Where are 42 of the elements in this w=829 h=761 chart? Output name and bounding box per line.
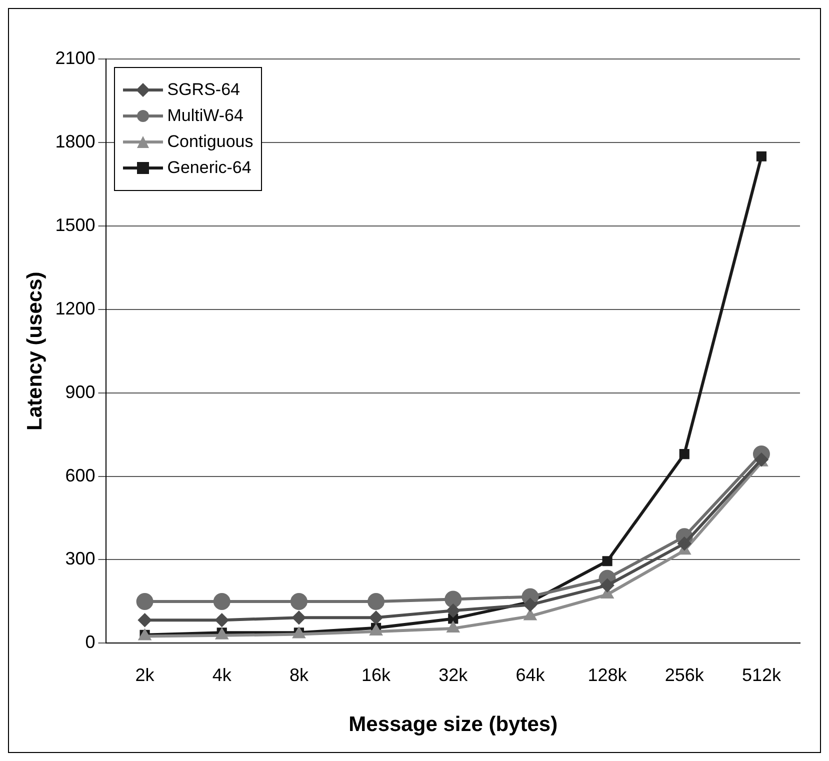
point — [290, 592, 308, 610]
x-tick-label: 256k — [664, 664, 705, 685]
point — [524, 598, 537, 612]
point — [447, 622, 459, 632]
x-tick-label: 512k — [742, 664, 782, 685]
y-tick-label: 900 — [65, 382, 96, 402]
legend-label: SGRS-64 — [167, 80, 240, 100]
x-tick-label: 64k — [516, 664, 546, 685]
x-tick-label: 8k — [289, 664, 310, 685]
legend-label: Generic-64 — [167, 158, 252, 178]
point — [756, 151, 766, 162]
point — [138, 614, 152, 627]
x-tick-label: 128k — [588, 664, 628, 685]
point — [368, 592, 385, 610]
x-tick-label: 32k — [438, 664, 469, 685]
legend-label: Contiguous — [167, 132, 254, 152]
point — [600, 578, 614, 592]
point — [678, 537, 691, 550]
point — [524, 610, 536, 620]
y-tick-label: 300 — [65, 548, 96, 569]
y-tick-label: 1500 — [55, 214, 96, 235]
y-tick-label: 2100 — [55, 48, 96, 68]
point — [292, 611, 306, 624]
point — [213, 592, 230, 610]
y-tick-label: 1200 — [55, 298, 96, 318]
y-tick-label: 0 — [85, 632, 96, 652]
point — [444, 590, 462, 608]
point — [370, 611, 383, 624]
point — [602, 556, 612, 566]
y-tick-label: 1800 — [55, 131, 96, 152]
y-axis-title: Latency (usecs) — [23, 272, 46, 430]
y-tick-label: 600 — [65, 465, 96, 486]
legend-label: MultiW-64 — [167, 106, 244, 126]
point — [446, 604, 460, 618]
x-tick-label: 4k — [212, 664, 232, 685]
x-tick-label: 16k — [362, 664, 392, 685]
point — [370, 625, 382, 636]
x-tick-label: 2k — [135, 664, 156, 685]
point — [679, 448, 690, 460]
point — [215, 614, 228, 627]
x-axis-title: Message size (bytes) — [348, 713, 558, 736]
point — [136, 592, 154, 610]
